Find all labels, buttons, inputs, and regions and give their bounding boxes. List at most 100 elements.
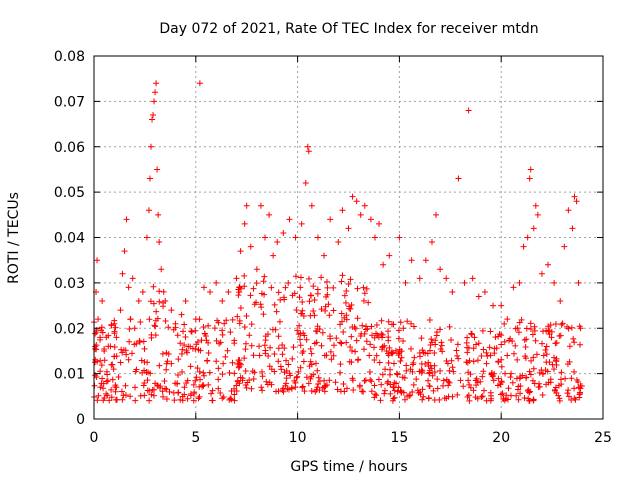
data-point	[100, 385, 107, 392]
data-point	[553, 355, 560, 362]
data-point	[341, 292, 348, 299]
y-axis-ticks: 0 0.01 0.02 0.03 0.04 0.05 0.06 0.07 0.08	[54, 49, 603, 428]
data-point	[316, 378, 323, 385]
data-point	[311, 312, 318, 319]
data-point	[194, 365, 201, 372]
data-point	[98, 380, 105, 387]
data-point	[119, 270, 126, 277]
data-point	[551, 354, 558, 361]
data-point	[385, 337, 392, 344]
data-point	[306, 298, 313, 305]
data-point	[256, 352, 263, 359]
data-point	[449, 364, 456, 371]
data-point	[243, 313, 250, 320]
data-point	[499, 390, 506, 397]
data-point	[437, 266, 444, 273]
data-point	[236, 320, 243, 327]
y-tick-label: 0.02	[54, 321, 85, 337]
data-point	[155, 382, 162, 389]
data-point	[146, 175, 153, 182]
data-point	[527, 325, 534, 332]
data-point	[233, 275, 240, 282]
data-point	[371, 334, 378, 341]
data-point	[154, 166, 161, 173]
data-point	[375, 334, 382, 341]
data-point	[518, 316, 525, 323]
data-point	[559, 320, 566, 327]
data-point	[526, 368, 533, 375]
data-point	[97, 368, 104, 375]
data-point	[556, 333, 563, 340]
data-point	[546, 359, 553, 366]
data-point	[295, 331, 302, 338]
data-point	[494, 382, 501, 389]
data-point	[281, 369, 288, 376]
data-point	[324, 291, 331, 298]
data-point	[380, 261, 387, 268]
data-point	[319, 384, 326, 391]
data-point	[147, 298, 154, 305]
data-point	[490, 302, 497, 309]
data-point	[506, 337, 513, 344]
data-point	[181, 321, 188, 328]
data-point	[215, 385, 222, 392]
data-point	[521, 395, 528, 402]
data-point	[338, 340, 345, 347]
data-point	[200, 284, 207, 291]
data-point	[159, 388, 166, 395]
data-point	[468, 330, 475, 337]
data-point	[306, 275, 313, 282]
data-point	[495, 375, 502, 382]
data-point	[301, 332, 308, 339]
data-point	[365, 299, 372, 306]
data-point	[182, 298, 189, 305]
data-point	[328, 356, 335, 363]
data-point	[530, 396, 537, 403]
data-point	[247, 292, 254, 299]
data-point	[498, 332, 505, 339]
data-point	[293, 306, 300, 313]
data-point	[275, 333, 282, 340]
data-point	[290, 344, 297, 351]
data-point	[570, 335, 577, 342]
data-point	[161, 378, 168, 385]
data-point	[443, 357, 450, 364]
data-point	[108, 386, 115, 393]
data-point	[389, 397, 396, 404]
data-point	[119, 396, 126, 403]
data-point	[347, 276, 354, 283]
data-point	[105, 343, 112, 350]
data-point	[345, 225, 352, 232]
data-point	[425, 363, 432, 370]
data-point	[201, 372, 208, 379]
data-point	[229, 316, 236, 323]
data-point	[250, 375, 257, 382]
data-point	[523, 336, 530, 343]
data-point	[373, 352, 380, 359]
data-point	[510, 284, 517, 291]
data-point	[556, 395, 563, 402]
data-point	[387, 390, 394, 397]
data-point	[515, 383, 522, 390]
data-point	[487, 352, 494, 359]
data-point	[360, 388, 367, 395]
data-point	[258, 304, 265, 311]
data-point	[346, 303, 353, 310]
data-point	[188, 328, 195, 335]
data-point	[132, 397, 139, 404]
data-point	[348, 333, 355, 340]
data-point	[398, 348, 405, 355]
data-point	[464, 334, 471, 341]
data-point	[193, 374, 200, 381]
data-point	[363, 285, 370, 292]
data-point	[338, 278, 345, 285]
data-point	[535, 384, 542, 391]
data-point	[411, 354, 418, 361]
data-point	[321, 384, 328, 391]
data-point	[395, 352, 402, 359]
data-point	[97, 384, 104, 391]
data-point	[507, 374, 514, 381]
data-point	[480, 368, 487, 375]
data-point	[293, 374, 300, 381]
data-point	[557, 298, 564, 305]
